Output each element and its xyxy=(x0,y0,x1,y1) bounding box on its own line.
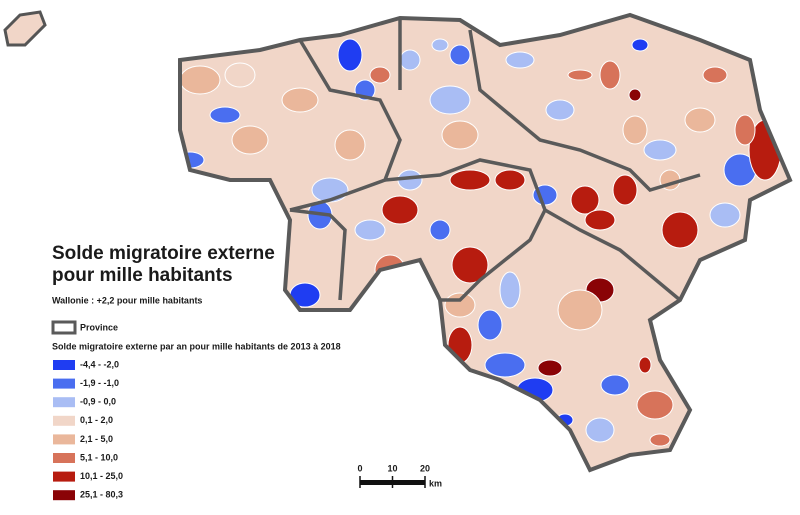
municipality xyxy=(702,66,728,84)
municipality xyxy=(649,433,671,447)
municipality xyxy=(499,271,521,309)
legend-swatch xyxy=(53,471,75,482)
municipality xyxy=(545,99,575,121)
municipality xyxy=(567,69,593,81)
municipality xyxy=(638,356,652,374)
municipality xyxy=(494,169,526,191)
municipality xyxy=(477,309,503,341)
municipality xyxy=(734,114,756,146)
municipality xyxy=(643,139,677,161)
municipality xyxy=(631,38,649,52)
municipality xyxy=(429,85,471,115)
scale-bar: 0 10 20 km xyxy=(357,463,442,488)
municipality xyxy=(537,359,563,377)
municipality xyxy=(636,390,674,420)
municipality xyxy=(180,39,183,61)
municipality xyxy=(381,195,419,225)
legend-label: 0,1 - 2,0 xyxy=(80,415,113,425)
legend-swatch xyxy=(53,453,75,463)
municipality xyxy=(449,44,471,66)
municipality xyxy=(484,352,526,378)
municipality xyxy=(369,66,391,84)
municipality xyxy=(451,246,489,284)
map-title: pour mille habitants xyxy=(52,265,233,286)
municipality xyxy=(441,120,479,150)
municipality xyxy=(622,115,648,145)
scale-label: 0 xyxy=(357,463,362,473)
scale-unit: km xyxy=(429,478,442,488)
municipality xyxy=(612,174,638,206)
municipality xyxy=(354,219,386,241)
municipality xyxy=(224,62,256,88)
municipality xyxy=(148,100,172,120)
legend-swatch xyxy=(53,360,75,370)
municipality xyxy=(209,106,241,124)
legend-label: -4,4 - -2,0 xyxy=(80,359,119,369)
legend-swatch xyxy=(53,415,75,426)
subtitle: Wallonie : +2,2 pour mille habitants xyxy=(52,295,202,305)
municipality xyxy=(399,49,421,71)
province-label: Province xyxy=(80,322,118,332)
municipality xyxy=(281,87,319,113)
legend-swatch xyxy=(53,397,75,408)
municipality xyxy=(584,209,616,231)
legend-label: 5,1 - 10,0 xyxy=(80,452,118,462)
municipality xyxy=(337,38,363,72)
municipality xyxy=(505,51,535,69)
municipality xyxy=(585,417,615,443)
municipality xyxy=(570,185,600,215)
municipality xyxy=(661,211,699,249)
province-borders xyxy=(289,18,701,302)
municipality xyxy=(684,107,716,133)
scale-label: 10 xyxy=(387,463,397,473)
map-title: Solde migratoire externe xyxy=(52,243,275,264)
municipality xyxy=(557,289,603,331)
legend-label: 2,1 - 5,0 xyxy=(80,434,113,444)
municipality xyxy=(429,219,451,241)
legend-title: Solde migratoire externe par an pour mil… xyxy=(52,341,341,351)
municipality xyxy=(431,38,449,52)
legend-swatch xyxy=(53,378,75,389)
legend-label: 10,1 - 25,0 xyxy=(80,471,123,481)
municipality xyxy=(628,88,642,102)
municipality xyxy=(599,60,621,90)
province-swatch xyxy=(51,320,77,335)
municipality xyxy=(239,199,261,221)
municipality xyxy=(444,292,476,318)
legend: Solde migratoire externe pour mille habi… xyxy=(51,243,341,501)
municipality xyxy=(334,129,366,161)
municipality xyxy=(449,169,491,191)
municipality xyxy=(180,65,221,95)
scale-label: 20 xyxy=(420,463,430,473)
municipality xyxy=(709,202,741,228)
municipality xyxy=(231,125,269,155)
municipality xyxy=(600,374,630,396)
legend-label: -1,9 - -1,0 xyxy=(80,378,119,388)
legend-swatch xyxy=(53,434,75,445)
legend-label: -0,9 - 0,0 xyxy=(80,397,116,407)
legend-swatch xyxy=(53,490,75,501)
enclave xyxy=(3,10,47,47)
legend-label: 25,1 - 80,3 xyxy=(80,490,123,500)
